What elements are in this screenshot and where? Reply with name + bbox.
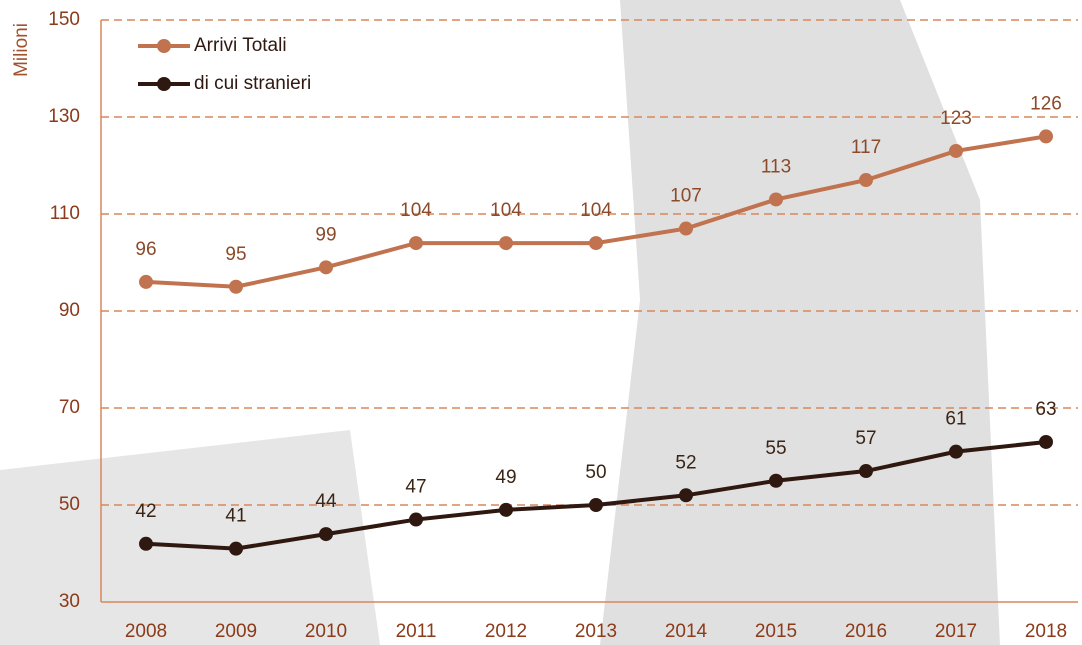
data-label: 57 [855, 428, 876, 449]
data-point [679, 488, 693, 502]
data-label: 49 [495, 467, 516, 488]
data-point [229, 542, 243, 556]
x-tick-label: 2018 [1025, 621, 1067, 642]
x-tick-label: 2016 [845, 621, 887, 642]
chart: Milioni 30 50 70 90 110 130 150 2008 2009 2010 201… [0, 0, 1082, 645]
y-axis-label: Milioni [11, 23, 32, 77]
x-tick-label: 2013 [575, 621, 617, 642]
data-point [589, 498, 603, 512]
data-point [589, 236, 603, 250]
x-tick-label: 2012 [485, 621, 527, 642]
data-point [769, 474, 783, 488]
data-label: 41 [225, 506, 246, 527]
legend-label: di cui stranieri [194, 73, 311, 94]
data-point [949, 445, 963, 459]
data-point [139, 275, 153, 289]
data-label: 47 [405, 477, 426, 498]
y-tick-label: 150 [48, 9, 80, 30]
y-tick-label: 30 [59, 591, 80, 612]
data-label: 44 [315, 491, 337, 512]
data-label: 63 [1035, 399, 1056, 420]
data-label: 61 [945, 409, 966, 430]
data-point [499, 503, 513, 517]
data-label: 52 [675, 452, 696, 473]
x-tick-label: 2010 [305, 621, 347, 642]
data-point [949, 144, 963, 158]
data-label: 104 [490, 200, 522, 221]
y-tick-label: 50 [59, 494, 80, 515]
data-label: 50 [585, 462, 606, 483]
x-tick-label: 2009 [215, 621, 257, 642]
data-point [319, 527, 333, 541]
data-point [409, 513, 423, 527]
legend-marker [157, 39, 171, 53]
data-point [859, 173, 873, 187]
data-point [319, 260, 333, 274]
y-tick-label: 130 [48, 106, 80, 127]
x-tick-label: 2015 [755, 621, 797, 642]
data-label: 99 [315, 224, 336, 245]
data-label: 113 [761, 156, 791, 177]
y-tick-label: 90 [59, 300, 80, 321]
y-tick-label: 110 [50, 203, 80, 224]
data-label: 42 [135, 501, 156, 522]
data-point [499, 236, 513, 250]
data-point [1039, 129, 1053, 143]
data-label: 104 [580, 200, 612, 221]
data-label: 104 [400, 200, 432, 221]
data-label: 55 [765, 438, 786, 459]
data-point [859, 464, 873, 478]
data-point [1039, 435, 1053, 449]
data-point [679, 222, 693, 236]
legend-label: Arrivi Totali [194, 35, 287, 56]
legend-marker [157, 77, 171, 91]
data-point [229, 280, 243, 294]
x-tick-label: 2011 [396, 621, 437, 642]
x-tick-label: 2014 [665, 621, 708, 642]
data-point [409, 236, 423, 250]
x-tick-label: 2008 [125, 621, 167, 642]
data-point [139, 537, 153, 551]
data-point [769, 192, 783, 206]
data-label: 96 [135, 239, 156, 260]
x-tick-label: 2017 [935, 621, 977, 642]
y-tick-label: 70 [59, 397, 80, 418]
data-label: 95 [225, 244, 246, 265]
data-label: 107 [670, 186, 702, 207]
data-label: 126 [1030, 93, 1062, 114]
data-label: 123 [940, 108, 972, 129]
data-label: 117 [851, 137, 881, 158]
